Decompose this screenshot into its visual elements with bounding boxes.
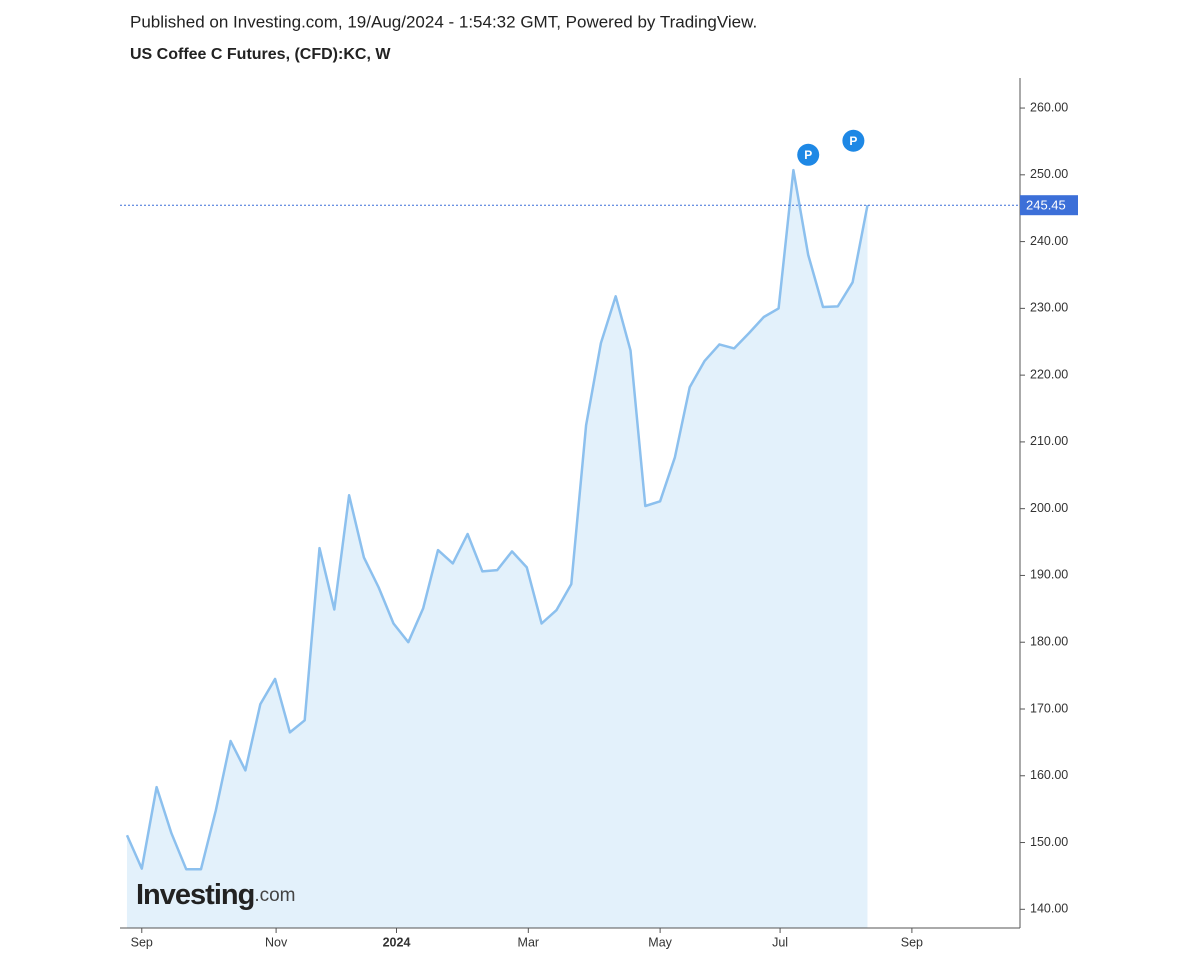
logo: Investing.com [136,879,296,911]
price-line [125,168,869,871]
event-marker-label: P [849,134,857,148]
x-tick-label: Mar [518,935,540,949]
y-tick-label: 200.00 [1030,501,1068,515]
y-tick-label: 150.00 [1030,835,1068,849]
y-tick-label: 160.00 [1030,768,1068,782]
logo-name: Investing [136,879,254,911]
y-tick-label: 190.00 [1030,568,1068,582]
x-tick-label: 2024 [383,935,411,949]
x-tick-label: Jul [772,935,788,949]
logo-suffix: .com [254,885,295,906]
y-tick-label: 260.00 [1030,100,1068,114]
y-tick-label: 230.00 [1030,301,1068,315]
y-tick-label: 250.00 [1030,167,1068,181]
event-marker [842,129,865,152]
y-tick-label: 210.00 [1030,434,1068,448]
y-tick-label: 220.00 [1030,367,1068,381]
x-tick-label: Sep [131,935,153,949]
y-tick-label: 240.00 [1030,234,1068,248]
y-tick-label: 170.00 [1030,701,1068,715]
event-marker [797,143,820,166]
area-fill [126,170,868,929]
x-tick-label: Sep [901,935,923,949]
y-tick-label: 180.00 [1030,635,1068,649]
event-marker-label: P [804,148,812,162]
published-note: Published on Investing.com, 19/Aug/2024 … [130,12,757,31]
last-price-label: 245.45 [1026,198,1066,213]
chart-title: US Coffee C Futures, (CFD):KC, W [130,46,391,63]
x-tick-label: May [648,935,672,949]
last-price-box [1020,195,1078,216]
x-tick-label: Nov [265,935,288,949]
y-tick-label: 140.00 [1030,902,1068,916]
